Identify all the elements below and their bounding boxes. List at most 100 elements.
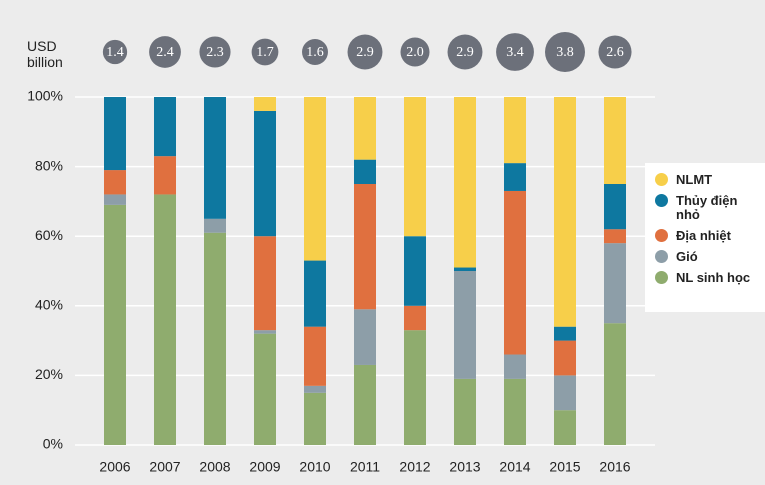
total-bubble <box>149 36 181 68</box>
total-label: 1.4 <box>106 45 124 60</box>
bar-segment <box>554 410 576 445</box>
bar-segment <box>304 392 326 445</box>
bar-segment <box>254 110 276 237</box>
total-bubble <box>302 39 328 65</box>
total-label: 2.9 <box>456 45 474 60</box>
bar-segment <box>504 163 526 191</box>
legend-item: NLMT <box>655 173 761 187</box>
legend-swatch <box>655 229 668 242</box>
bar-segment <box>604 229 626 244</box>
bar-segment <box>254 236 276 331</box>
bar-segment <box>354 309 376 365</box>
bar-segment <box>304 326 326 386</box>
legend-label: Thủy điện nhỏ <box>676 193 738 222</box>
total-label: 2.4 <box>156 45 174 60</box>
bar-segment <box>504 378 526 445</box>
x-tick-label: 2016 <box>599 459 630 475</box>
y-tick-label: 60% <box>35 227 63 243</box>
legend-item: Thủy điện nhỏ <box>655 194 761 222</box>
bar-segment <box>404 330 426 445</box>
total-bubble <box>598 35 632 69</box>
x-tick-label: 2013 <box>449 459 480 475</box>
y-tick-label: 0% <box>43 436 63 452</box>
x-tick-label: 2006 <box>99 459 130 475</box>
y-tick-label: 80% <box>35 157 63 173</box>
total-bubble <box>347 34 383 70</box>
bar-segment <box>604 184 626 230</box>
legend-label: Địa nhiệt <box>676 228 731 243</box>
bar-segment <box>504 97 526 164</box>
bar-segment <box>454 97 476 268</box>
bar-segment <box>104 170 126 195</box>
bar-segment <box>204 232 226 445</box>
total-label: 2.0 <box>406 45 424 60</box>
bar-segment <box>354 97 376 160</box>
total-label: 1.7 <box>256 45 274 60</box>
total-bubble <box>102 39 128 65</box>
total-label: 3.4 <box>506 45 524 60</box>
bar-segment <box>104 204 126 445</box>
total-label: 3.8 <box>556 45 574 60</box>
total-bubble <box>447 34 483 70</box>
bar-segment <box>554 340 576 376</box>
y-tick-label: 40% <box>35 297 63 313</box>
bar-segment <box>304 260 326 327</box>
bar-segment <box>404 97 426 237</box>
bar-segment <box>104 97 126 171</box>
bar-segment <box>554 326 576 341</box>
legend-swatch <box>655 173 668 186</box>
bar-segment <box>454 378 476 445</box>
totals-label: USD billion <box>27 38 63 70</box>
legend-item: NL sinh học <box>655 271 761 285</box>
bar-segment <box>454 267 476 271</box>
bar-segment <box>554 375 576 411</box>
legend-item: Gió <box>655 250 761 264</box>
total-label: 2.6 <box>606 45 624 60</box>
total-bubble <box>400 37 430 67</box>
total-bubble <box>545 32 585 72</box>
bar-segment <box>104 194 126 205</box>
total-bubble <box>199 36 231 68</box>
bar-segment <box>604 243 626 324</box>
x-tick-label: 2015 <box>549 459 580 475</box>
y-tick-label: 100% <box>27 88 63 104</box>
bar-segment <box>304 97 326 261</box>
bar-segment <box>154 194 176 445</box>
bar-segment <box>204 218 226 233</box>
total-bubble <box>496 33 534 71</box>
bar-segment <box>554 97 576 327</box>
bar-segment <box>154 156 176 195</box>
bar-segment <box>354 364 376 445</box>
bar-segment <box>254 330 276 334</box>
legend-label: NL sinh học <box>676 270 751 285</box>
bar-segment <box>604 97 626 184</box>
bar-segment <box>204 97 226 219</box>
legend-label: Gió <box>676 249 698 264</box>
x-tick-label: 2010 <box>299 459 330 475</box>
x-tick-label: 2014 <box>499 459 530 475</box>
legend: NLMT Thủy điện nhỏ Địa nhiệt Gió NL sinh học <box>645 163 765 312</box>
y-tick-label: 20% <box>35 366 63 382</box>
bar-segment <box>404 305 426 331</box>
legend-swatch <box>655 194 668 207</box>
bar-segment <box>354 159 376 184</box>
bar-segment <box>354 184 376 310</box>
x-tick-label: 2007 <box>149 459 180 475</box>
total-label: 2.3 <box>206 45 224 60</box>
bar-segment <box>504 190 526 355</box>
legend-swatch <box>655 271 668 284</box>
total-label: 2.9 <box>356 45 374 60</box>
bar-segment <box>454 271 476 379</box>
legend-label: NLMT <box>676 172 713 187</box>
bar-segment <box>154 97 176 157</box>
x-tick-label: 2011 <box>350 459 380 475</box>
legend-item: Địa nhiệt <box>655 229 761 243</box>
bar-segment <box>254 97 276 111</box>
bar-segment <box>504 354 526 379</box>
bar-segment <box>404 236 426 306</box>
total-bubble <box>251 38 279 66</box>
total-label: 1.6 <box>306 45 324 60</box>
bar-segment <box>254 333 276 445</box>
